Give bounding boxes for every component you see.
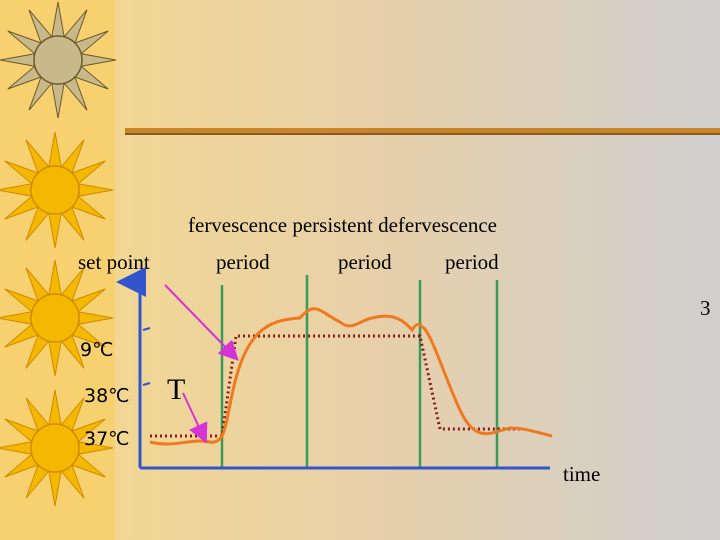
x-axis-label: time (563, 462, 600, 486)
period-label: period (338, 250, 392, 274)
sun-disc (33, 35, 83, 85)
period-label: period (216, 250, 270, 274)
axis-label: 3 (700, 296, 711, 320)
tick (142, 327, 151, 331)
sun-disc (30, 165, 80, 215)
title-rule-shadow (125, 133, 720, 135)
tick (142, 382, 151, 386)
sun-disc (30, 423, 80, 473)
pointer-arrow (182, 392, 208, 444)
sun-decorations (0, 1, 117, 507)
set-point-line (150, 334, 520, 438)
pointer-arrow (164, 284, 239, 361)
sun-disc (30, 293, 80, 343)
phase-heading: fervescence persistent defervescence (188, 213, 497, 237)
axis-label: 9℃ (80, 339, 113, 361)
temperature-curve (149, 307, 553, 446)
axis-label: 37℃ (84, 428, 130, 450)
axis-label: 38℃ (84, 385, 130, 407)
title-rule (125, 128, 720, 133)
period-label: period (445, 250, 499, 274)
marker-label: T (167, 373, 185, 406)
set-point-label: set point (78, 250, 150, 274)
